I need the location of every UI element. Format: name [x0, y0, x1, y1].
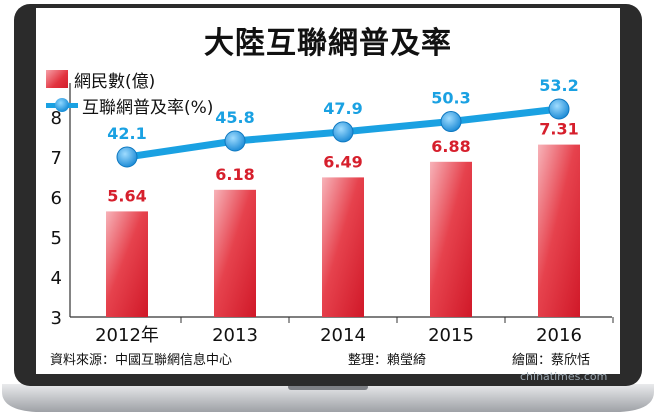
laptop-base — [2, 384, 654, 412]
line-value-label: 47.9 — [323, 99, 362, 118]
line-value-label: 50.3 — [431, 89, 470, 108]
bar — [322, 177, 364, 317]
y-tick-label: 4 — [51, 268, 62, 289]
line-value-label: 45.8 — [215, 108, 254, 127]
x-tick-label: 2015 — [428, 325, 474, 346]
artist-text: 繪圖：蔡欣恬 — [512, 353, 591, 368]
bar-value-label: 5.64 — [107, 186, 146, 205]
legend-item-line: 互聯網普及率(%) — [46, 92, 213, 118]
bar-value-label: 6.88 — [431, 137, 470, 156]
line-point — [440, 111, 462, 133]
bar — [214, 189, 256, 317]
watermark: chinatimes.com — [520, 370, 608, 383]
line-point — [224, 130, 246, 152]
legend-line-label: 互聯網普及率(%) — [82, 97, 214, 118]
source-text: 資料來源：中國互聯網信息中心 — [50, 353, 233, 368]
x-tick-label: 2014 — [320, 325, 366, 346]
bar-value-label: 7.31 — [539, 120, 578, 139]
legend-line-swatch — [46, 96, 78, 114]
legend-bar-swatch — [46, 70, 68, 88]
bar-value-label: 6.49 — [323, 152, 362, 171]
y-tick-label: 8 — [51, 108, 62, 129]
y-tick-label: 6 — [51, 188, 62, 209]
line-point — [116, 146, 138, 168]
line-point — [548, 98, 570, 120]
y-tick-label: 5 — [51, 228, 62, 249]
bar — [106, 211, 148, 317]
line-value-label: 42.1 — [107, 124, 146, 143]
bar — [538, 144, 580, 317]
x-tick-label: 2016 — [536, 325, 582, 346]
bar — [430, 161, 472, 317]
chart-title: 大陸互聯網普及率 — [204, 26, 452, 61]
line-value-label: 53.2 — [539, 76, 578, 95]
legend-bar-label: 網民數(億) — [74, 71, 156, 92]
bar-value-label: 6.18 — [215, 165, 254, 184]
plot-area: 3 4 5 6 7 8 5.64 6.18 6.49 6.88 7.31 2012年 2013 2014 2… — [51, 76, 614, 346]
legend: 網民數(億) 互聯網普及率(%) — [46, 66, 213, 118]
line-point — [332, 121, 354, 143]
editor-text: 整理：賴瑩綺 — [348, 353, 427, 368]
x-tick-label: 2012年 — [95, 325, 159, 346]
x-tick-label: 2013 — [212, 325, 258, 346]
y-tick-label: 7 — [51, 148, 62, 169]
y-tick-label: 3 — [51, 308, 62, 329]
legend-item-bar: 網民數(億) — [46, 66, 213, 92]
